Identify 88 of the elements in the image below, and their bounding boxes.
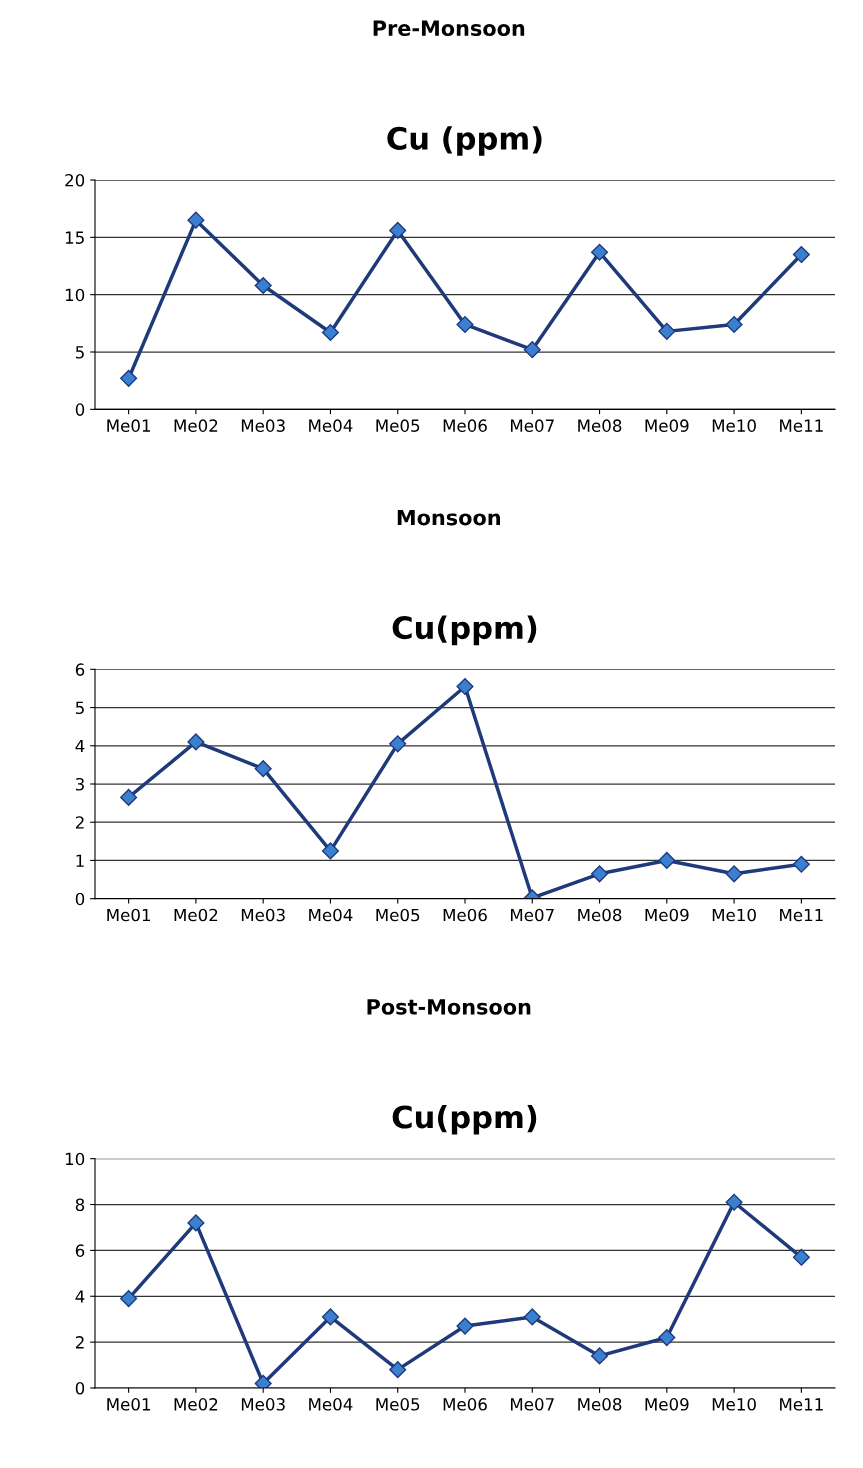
point (590, 243, 609, 261)
point (658, 851, 676, 869)
y-tick-label: 0 (75, 1381, 85, 1395)
point (725, 315, 743, 334)
point (456, 1317, 474, 1335)
chart-subtitle: Cu (ppm) (387, 126, 542, 156)
y-tick-label: 15 (65, 231, 84, 244)
point (187, 1214, 205, 1232)
x-tick-label: Me10 (712, 419, 756, 432)
x-tick-label: Me02 (174, 419, 218, 432)
x-tick-label: Me05 (376, 419, 420, 432)
x-tick-label: Me02 (174, 1398, 218, 1411)
x-tick-label: Me05 (376, 908, 420, 922)
x-tick-label: Me09 (645, 1398, 689, 1411)
point (321, 323, 340, 342)
chart-title: Post-Monsoon (367, 999, 531, 1015)
y-tick-label: 0 (75, 403, 85, 416)
point (120, 369, 138, 387)
x-tick-label: Me08 (578, 419, 622, 432)
y-tick-label: 0 (75, 892, 85, 906)
x-tick-label: Me03 (241, 419, 285, 432)
x-tick-label: Me04 (309, 1398, 353, 1411)
x-tick-label: Me06 (443, 419, 487, 432)
point (389, 221, 407, 240)
x-tick-label: Me01 (107, 1398, 151, 1411)
chart-title: Pre-Monsoon (373, 20, 525, 37)
x-tick-label: Me09 (645, 419, 689, 432)
x-tick-label: Me03 (241, 908, 285, 922)
point (120, 1290, 138, 1308)
x-tick-label: Me10 (712, 1398, 756, 1411)
x-tick-label: Me01 (107, 419, 151, 432)
point (321, 842, 340, 860)
chart-subtitle: Cu(ppm) (392, 1104, 537, 1135)
y-tick-label: 8 (75, 1198, 85, 1212)
y-tick-label: 5 (75, 701, 84, 715)
chart-subtitle: Cu(ppm) (392, 615, 537, 646)
point (254, 276, 272, 295)
point (523, 341, 541, 359)
y-tick-label: 10 (65, 1152, 85, 1166)
x-tick-label: Me06 (443, 908, 487, 922)
x-tick-label: Me03 (241, 1398, 285, 1411)
point (792, 1248, 810, 1266)
point (725, 1193, 743, 1211)
y-tick-label: 2 (75, 816, 84, 829)
y-tick-label: 5 (75, 346, 84, 359)
y-tick-label: 20 (65, 173, 85, 187)
point (792, 245, 810, 264)
y-tick-label: 4 (75, 1290, 85, 1303)
point (187, 211, 205, 229)
point (120, 788, 138, 806)
x-tick-label: Me07 (510, 1398, 554, 1411)
x-tick-label: Me10 (712, 908, 756, 922)
x-tick-label: Me09 (645, 908, 689, 922)
x-tick-label: Me04 (309, 419, 353, 432)
point (456, 315, 474, 334)
point (523, 1308, 541, 1326)
y-tick-label: 6 (75, 663, 85, 676)
x-tick-label: Me11 (780, 908, 823, 922)
y-tick-label: 3 (75, 777, 84, 791)
y-tick-label: 6 (75, 1244, 85, 1257)
point (389, 735, 407, 753)
x-tick-label: Me11 (780, 1398, 823, 1411)
point (792, 855, 810, 873)
x-tick-label: Me07 (510, 419, 554, 432)
point (187, 733, 205, 751)
x-tick-label: Me04 (309, 908, 353, 922)
point (254, 760, 272, 778)
x-tick-label: Me06 (443, 1398, 487, 1411)
point (389, 1361, 407, 1379)
x-tick-label: Me08 (578, 908, 622, 922)
y-tick-label: 1 (76, 854, 84, 867)
x-tick-label: Me08 (578, 1398, 622, 1411)
point (321, 1308, 340, 1326)
point (658, 322, 676, 340)
y-tick-label: 2 (75, 1336, 84, 1349)
x-tick-label: Me01 (107, 908, 151, 922)
x-tick-label: Me07 (510, 908, 554, 922)
point (456, 677, 474, 696)
x-tick-label: Me02 (174, 908, 218, 922)
chart-title: Monsoon (397, 509, 500, 526)
point (658, 1328, 676, 1347)
point (725, 865, 743, 883)
point (590, 1347, 609, 1365)
x-tick-label: Me05 (376, 1398, 420, 1411)
x-tick-label: Me11 (780, 419, 823, 432)
point (590, 865, 609, 883)
y-tick-label: 4 (75, 739, 85, 753)
y-tick-label: 10 (65, 288, 85, 302)
